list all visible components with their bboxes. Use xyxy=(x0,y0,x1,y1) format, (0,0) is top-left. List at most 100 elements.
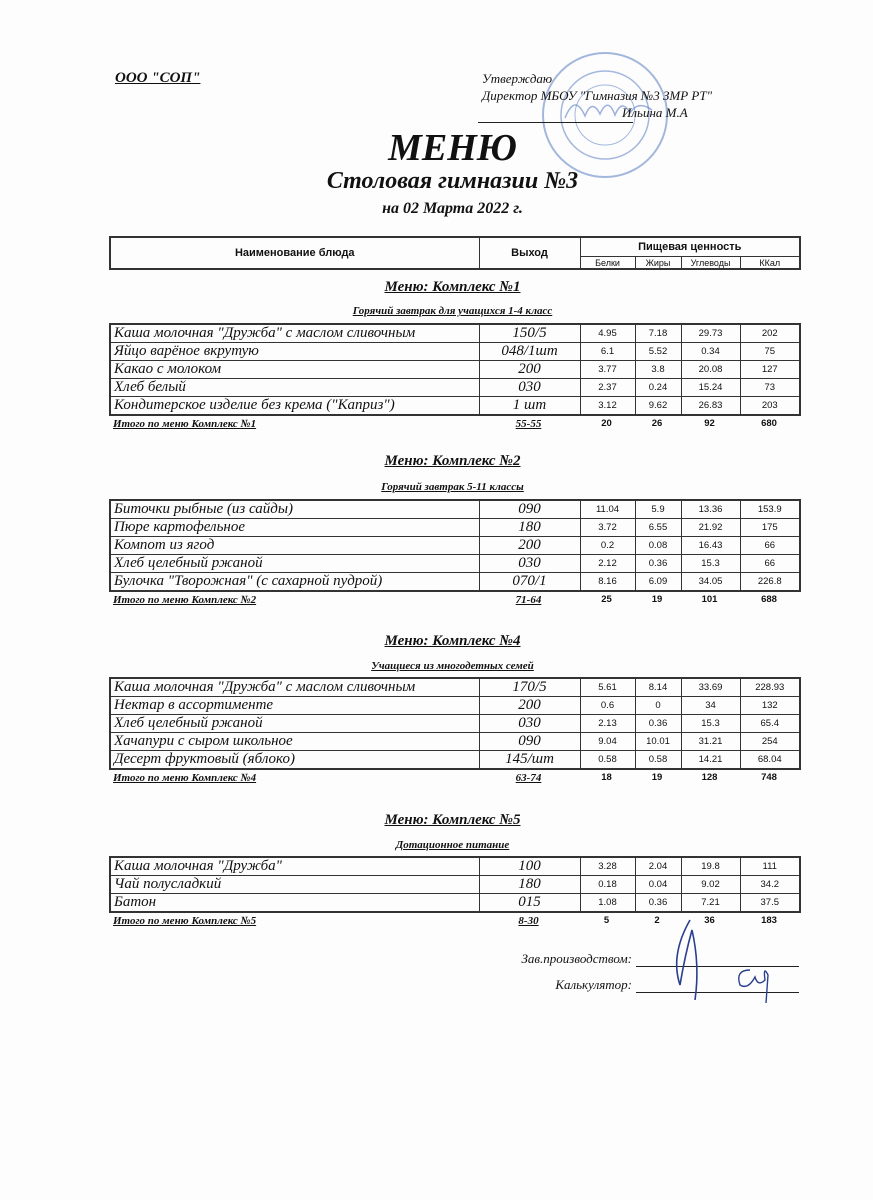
dish-name: Десерт фруктовый (яблоко) xyxy=(109,750,480,770)
dish-protein: 9.04 xyxy=(579,732,636,751)
dish-output: 200 xyxy=(478,536,581,555)
total-protein: 5 xyxy=(603,914,610,926)
table-row: Яйцо варёное вкрутую 048/1шт 6.1 5.52 0.34 75 xyxy=(109,342,801,361)
table-row: Каша молочная "Дружба" 100 3.28 2.04 19.8 111 xyxy=(109,856,801,876)
dish-kcal: 202 xyxy=(739,323,801,343)
dish-output: 015 xyxy=(478,893,581,913)
total-label: Итого по меню Комплекс №2 xyxy=(113,594,257,606)
dish-protein: 8.16 xyxy=(579,572,636,592)
table-row: Пюре картофельное 180 3.72 6.55 21.92 175 xyxy=(109,518,801,537)
dish-name: Компот из ягод xyxy=(109,536,480,555)
dish-fat: 9.62 xyxy=(634,396,682,416)
table-row: Чай полусладкий 180 0.18 0.04 9.02 34.2 xyxy=(109,875,801,894)
total-kcal: 748 xyxy=(761,772,777,783)
dish-fat: 7.18 xyxy=(634,323,682,343)
dish-kcal: 111 xyxy=(739,856,801,876)
signature-line xyxy=(478,122,633,123)
dish-protein: 3.77 xyxy=(579,360,636,379)
dish-carbs: 14.21 xyxy=(680,750,741,770)
dish-fat: 3.8 xyxy=(634,360,682,379)
approve-label: Утверждаю xyxy=(482,71,553,86)
dish-protein: 4.95 xyxy=(579,323,636,343)
dish-protein: 2.37 xyxy=(579,378,636,397)
table-row: Хачапури с сыром школьное 090 9.04 10.01 31.… xyxy=(109,732,801,751)
section-title: Меню: Комплекс №5 xyxy=(384,812,521,828)
dish-output: 180 xyxy=(478,518,581,537)
table-row: Десерт фруктовый (яблоко) 145/шт 0.58 0.58 1… xyxy=(109,750,801,770)
total-fat: 19 xyxy=(651,772,663,783)
dish-output: 090 xyxy=(478,499,581,519)
dish-kcal: 37.5 xyxy=(739,893,801,913)
dish-output: 150/5 xyxy=(478,323,581,343)
official-stamp xyxy=(542,52,668,178)
dish-fat: 0.04 xyxy=(634,875,682,894)
production-head-label: Зав.производством: xyxy=(521,951,632,966)
dish-fat: 0.58 xyxy=(634,750,682,770)
dish-carbs: 7.21 xyxy=(680,893,741,913)
total-protein: 25 xyxy=(601,594,612,605)
dish-protein: 5.61 xyxy=(579,677,636,697)
table-row: Кондитерское изделие без крема ("Каприз"… xyxy=(109,396,801,416)
dish-output: 200 xyxy=(478,360,581,379)
dish-name: Пюре картофельное xyxy=(109,518,480,537)
director-signature xyxy=(564,104,653,119)
dish-name: Кондитерское изделие без крема ("Каприз"… xyxy=(109,396,480,416)
dish-protein: 2.12 xyxy=(579,554,636,573)
dish-carbs: 15.3 xyxy=(680,554,741,573)
dish-carbs: 19.8 xyxy=(680,856,741,876)
dish-carbs: 15.3 xyxy=(680,714,741,733)
dish-kcal: 226.8 xyxy=(739,572,801,592)
dish-fat: 0 xyxy=(634,696,682,715)
dish-fat: 0.08 xyxy=(634,536,682,555)
dish-protein: 3.28 xyxy=(579,856,636,876)
dish-kcal: 66 xyxy=(739,554,801,573)
dish-protein: 0.58 xyxy=(579,750,636,770)
dish-protein: 0.6 xyxy=(579,696,636,715)
col-name: Наименование блюда xyxy=(109,236,480,270)
col-kcal: ККал xyxy=(739,256,801,270)
col-nutrition: Пищевая ценность xyxy=(579,236,801,257)
dish-name: Хлеб целебный ржаной xyxy=(109,554,480,573)
total-kcal: 680 xyxy=(761,418,777,429)
dish-protein: 0.18 xyxy=(579,875,636,894)
total-row: Итого по меню Комплекс №2 71-64 25 19 101 688 xyxy=(109,594,799,608)
total-protein: 20 xyxy=(601,418,612,429)
menu-table: Каша молочная "Дружба" 100 3.28 2.04 19.8 111… xyxy=(109,856,801,913)
dish-carbs: 31.21 xyxy=(680,732,741,751)
dish-carbs: 20.08 xyxy=(680,360,741,379)
approval-block: Утверждаю Директор МБОУ "Гимназия №3 ЗМР… xyxy=(482,70,712,121)
dish-carbs: 0.34 xyxy=(680,342,741,361)
total-label: Итого по меню Комплекс №1 xyxy=(113,418,257,430)
dish-carbs: 16.43 xyxy=(680,536,741,555)
dish-protein: 1.08 xyxy=(579,893,636,913)
dish-fat: 0.24 xyxy=(634,378,682,397)
section-title: Меню: Комплекс №2 xyxy=(384,453,521,469)
page-subtitle: Столовая гимназии №3 xyxy=(326,168,579,194)
dish-name: Яйцо варёное вкрутую xyxy=(109,342,480,361)
total-price: 71-64 xyxy=(515,594,542,606)
total-label: Итого по меню Комплекс №5 xyxy=(113,914,257,927)
dish-fat: 0.36 xyxy=(634,893,682,913)
dish-fat: 6.55 xyxy=(634,518,682,537)
total-fat: 2 xyxy=(654,914,660,926)
total-row: Итого по меню Комплекс №4 63-74 18 19 128 748 xyxy=(109,772,799,786)
menu-table: Биточки рыбные (из сайды) 090 11.04 5.9 13.3… xyxy=(109,499,801,592)
table-row: Каша молочная "Дружба" с маслом сливочны… xyxy=(109,677,801,697)
handwritten-signatures xyxy=(675,919,769,1004)
dish-output: 030 xyxy=(478,554,581,573)
dish-name: Хлеб белый xyxy=(109,378,480,397)
dish-output: 1 шт xyxy=(478,396,581,416)
dish-protein: 2.13 xyxy=(579,714,636,733)
menu-date: на 02 Марта 2022 г. xyxy=(382,200,523,217)
total-carbs: 92 xyxy=(704,418,715,429)
dish-kcal: 75 xyxy=(739,342,801,361)
total-carbs: 101 xyxy=(701,594,718,605)
dish-fat: 5.52 xyxy=(634,342,682,361)
dish-kcal: 254 xyxy=(739,732,801,751)
dish-carbs: 26.83 xyxy=(680,396,741,416)
table-row: Компот из ягод 200 0.2 0.08 16.43 66 xyxy=(109,536,801,555)
total-label: Итого по меню Комплекс №4 xyxy=(113,772,257,784)
table-row: Хлеб белый 030 2.37 0.24 15.24 73 xyxy=(109,378,801,397)
dish-protein: 6.1 xyxy=(579,342,636,361)
dish-output: 170/5 xyxy=(478,677,581,697)
